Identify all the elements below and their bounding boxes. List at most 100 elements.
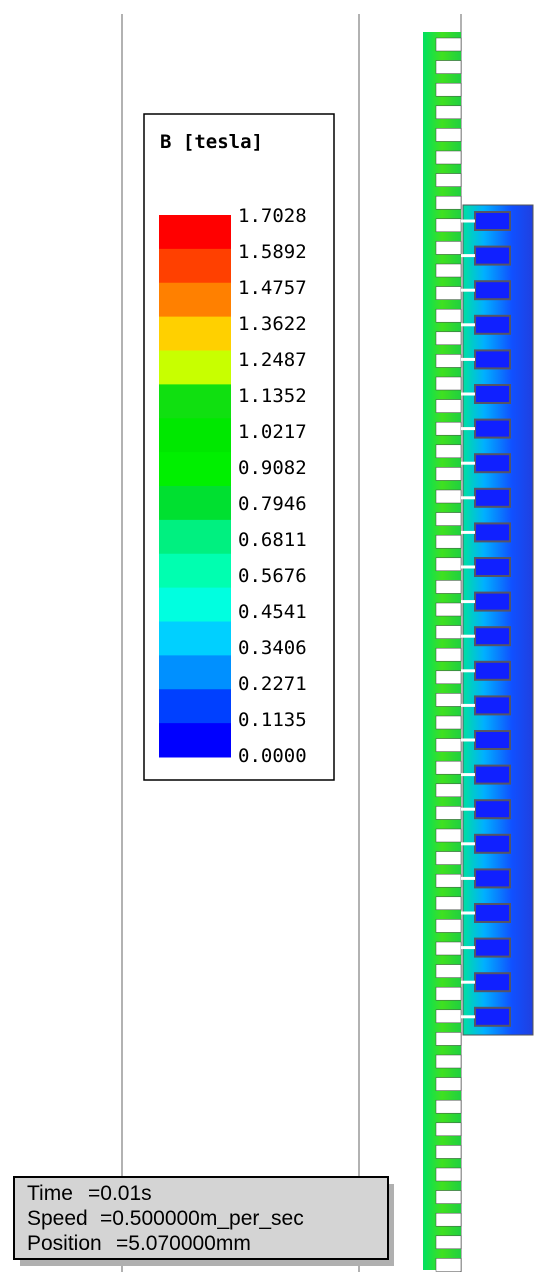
coil <box>474 833 511 854</box>
slot <box>435 286 462 300</box>
legend-label: 1.4757 <box>238 277 307 299</box>
slot <box>435 512 462 526</box>
slot <box>435 128 462 142</box>
legend-swatch <box>159 723 231 758</box>
coil <box>474 349 511 370</box>
coil <box>474 453 511 474</box>
legend-swatch <box>159 418 231 453</box>
coil <box>474 522 511 543</box>
coils <box>461 211 511 1027</box>
slot <box>435 647 462 662</box>
slot <box>435 444 462 459</box>
slot <box>435 1190 462 1204</box>
slot <box>435 1235 462 1250</box>
slot <box>435 150 462 165</box>
slot <box>435 1212 462 1227</box>
slot <box>435 173 462 187</box>
info-label: Position <box>27 1232 102 1255</box>
slot <box>435 1099 462 1114</box>
slot <box>435 1167 462 1182</box>
slot <box>435 1077 462 1091</box>
slot <box>435 489 462 504</box>
coil <box>474 314 511 335</box>
slot <box>435 241 462 255</box>
slot <box>435 828 462 843</box>
legend-swatch <box>159 316 231 351</box>
slot <box>435 105 462 120</box>
slot <box>435 37 462 52</box>
slot <box>435 399 462 413</box>
legend-label: 1.0217 <box>238 421 307 443</box>
mover <box>462 204 534 1036</box>
coil <box>474 937 511 958</box>
legend-label: 1.5892 <box>238 241 307 263</box>
legend-swatch <box>159 452 231 487</box>
info-value: =5.070000mm <box>116 1232 251 1255</box>
slot <box>435 1054 462 1069</box>
slot <box>435 986 462 1001</box>
coil <box>474 245 511 266</box>
legend-swatch <box>159 689 231 724</box>
slot <box>435 195 462 210</box>
legend: 1.7028 1.5892 1.4757 1.3622 1.2487 1.1352 1.02… <box>159 205 307 767</box>
slot <box>435 376 462 391</box>
coil <box>474 418 511 439</box>
coil <box>474 557 511 577</box>
coil <box>474 730 511 750</box>
coil <box>474 799 511 820</box>
legend-label: 1.1352 <box>238 385 307 407</box>
coil <box>474 211 511 231</box>
legend-label: 0.4541 <box>238 601 307 623</box>
slot <box>435 467 462 481</box>
slot <box>435 873 462 888</box>
slot <box>435 625 462 639</box>
info-value: =0.01s <box>88 1182 152 1205</box>
slot <box>435 670 462 685</box>
legend-swatch <box>159 655 231 690</box>
slot <box>435 1032 462 1046</box>
legend-label: 0.1135 <box>238 709 307 731</box>
slot <box>435 919 462 933</box>
info-value: =0.500000m_per_sec <box>100 1207 304 1230</box>
legend-label: 0.2271 <box>238 673 307 695</box>
slot <box>435 896 462 911</box>
slot <box>435 806 462 820</box>
slot <box>435 964 462 978</box>
legend-label: 1.7028 <box>238 205 307 227</box>
slot <box>435 602 462 617</box>
slot <box>435 760 462 775</box>
legend-label: 0.0000 <box>238 745 307 767</box>
slot <box>435 354 462 368</box>
slot <box>435 534 462 549</box>
coil <box>474 626 511 647</box>
slot <box>435 60 462 74</box>
legend-swatch <box>159 587 231 622</box>
coil <box>474 868 511 889</box>
coil <box>474 591 511 612</box>
legend-label: 0.6811 <box>238 529 307 551</box>
info-box <box>13 1176 389 1260</box>
legend-swatch <box>159 486 231 521</box>
legend-swatch <box>159 621 231 656</box>
legend-swatch <box>159 215 231 250</box>
slot <box>435 580 462 594</box>
coil <box>474 695 511 716</box>
legend-swatch <box>159 519 231 555</box>
legend-label: 0.3406 <box>238 637 307 659</box>
slot <box>435 218 462 233</box>
coil <box>474 1006 511 1027</box>
slot <box>435 421 462 436</box>
coil <box>474 764 511 785</box>
slot <box>435 941 462 956</box>
coil <box>474 280 511 301</box>
slot <box>435 1145 462 1159</box>
legend-swatch <box>159 553 231 589</box>
legend-label: 1.3622 <box>238 313 307 335</box>
info-label: Time <box>27 1182 73 1205</box>
slot <box>435 82 462 97</box>
coil <box>474 903 511 923</box>
slot <box>435 715 462 730</box>
